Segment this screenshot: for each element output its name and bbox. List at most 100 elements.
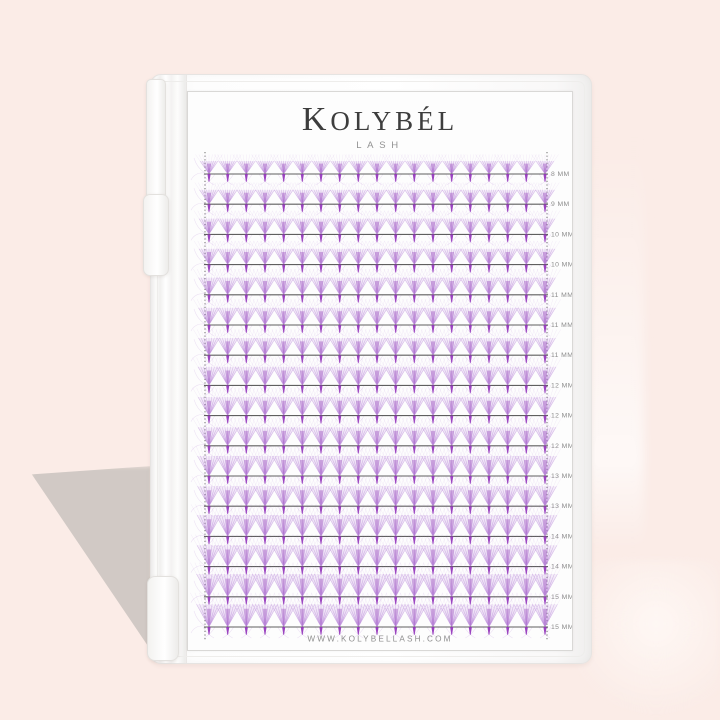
fan-cores — [206, 252, 548, 265]
fan-tail-texture — [190, 534, 564, 546]
fan-bodies — [198, 277, 556, 295]
lash-row: 11 MM — [190, 299, 572, 337]
lash-row: 9 MM — [190, 182, 570, 216]
fan-bodies — [198, 427, 556, 446]
tray-card: KOLYBÉL LASH 8 MM 9 MM 10 MM 10 MM 11 MM 11 M… — [187, 91, 573, 651]
lash-row: 14 MM — [190, 534, 572, 578]
fan-hairs — [198, 218, 556, 235]
row-size-label: 14 MM — [551, 564, 572, 571]
fan-cores — [206, 400, 548, 416]
fan-stems — [207, 476, 547, 484]
fan-bodies — [198, 366, 556, 386]
fan-tail-texture — [193, 210, 561, 219]
fan-tail-texture — [193, 329, 562, 339]
row-size-label: 11 MM — [551, 322, 572, 329]
fan-bodies — [199, 218, 555, 235]
fan-under-tails — [190, 278, 552, 307]
fan-tail-texture — [190, 592, 565, 605]
fan-stems — [207, 536, 547, 545]
row-size-label: 10 MM — [551, 262, 572, 269]
fan-bodies — [196, 574, 558, 597]
fan-under-tails — [190, 399, 552, 427]
row-size-label: 15 MM — [551, 594, 572, 601]
fan-under-tails — [190, 339, 552, 367]
fan-cores — [206, 460, 548, 476]
fan-bodies — [197, 515, 557, 537]
fan-hairs — [197, 486, 557, 507]
case-zip-pull — [143, 194, 169, 276]
row-size-label: 12 MM — [551, 382, 572, 389]
fan-tail-texture — [193, 268, 562, 278]
lash-row: 11 MM — [190, 329, 572, 367]
case-zip-slider-top — [146, 79, 166, 199]
fan-bodies — [200, 161, 554, 174]
fan-under-tails — [190, 429, 552, 458]
lash-row: 13 MM — [190, 476, 572, 518]
fan-tail-texture — [192, 387, 562, 398]
lash-row: 8 MM — [190, 154, 570, 186]
fan-stems — [207, 445, 547, 454]
fan-bodies — [196, 604, 558, 627]
fan-cores — [206, 578, 548, 597]
fan-hairs — [197, 396, 557, 416]
fan-tail-texture — [191, 476, 563, 487]
fan-stems — [207, 415, 547, 424]
row-size-label: 12 MM — [551, 413, 572, 420]
fan-cores — [206, 163, 548, 174]
case-inner-rim — [157, 81, 585, 657]
row-size-label: 14 MM — [551, 533, 572, 540]
light-reflection — [586, 140, 644, 550]
fan-hairs — [198, 337, 556, 356]
fan-hairs — [196, 514, 558, 537]
fan-stems — [207, 294, 547, 303]
fan-under-tails — [190, 550, 552, 578]
lash-row: 14 MM — [190, 504, 572, 548]
fan-hairs — [196, 545, 558, 567]
lash-row: 15 MM — [190, 562, 572, 609]
fan-hairs — [197, 427, 557, 446]
fan-bodies — [198, 307, 556, 325]
fan-bodies — [199, 189, 555, 205]
brand-logo: KOLYBÉL — [301, 101, 459, 138]
fan-stems — [207, 506, 547, 515]
lash-tray-svg: 8 MM 9 MM 10 MM 10 MM 11 MM 11 MM 11 MM 12 MM 12… — [190, 152, 572, 640]
fan-hairs — [199, 189, 555, 205]
fan-cores — [206, 192, 548, 205]
fan-under-tails — [190, 459, 552, 488]
fan-under-tails — [190, 520, 552, 548]
row-size-label: 9 MM — [551, 201, 570, 208]
fan-tail-texture — [190, 504, 564, 516]
fan-cores — [206, 549, 548, 567]
fan-under-tails — [190, 157, 552, 186]
fan-under-tails — [190, 580, 552, 609]
fan-under-tails — [190, 218, 552, 246]
fan-tail-texture — [192, 357, 562, 367]
fan-bodies — [199, 248, 555, 265]
fan-tail-texture — [190, 562, 565, 575]
fan-stems — [207, 596, 547, 605]
fan-under-tails — [190, 248, 552, 276]
fan-hairs — [199, 160, 555, 175]
fan-bodies — [198, 338, 556, 356]
row-size-label: 11 MM — [551, 292, 572, 299]
lash-row: 11 MM — [190, 268, 572, 307]
fan-hairs — [196, 604, 558, 628]
lash-row: 10 MM — [190, 240, 572, 276]
fan-tail-texture — [193, 240, 561, 249]
lash-row: 15 MM — [190, 592, 572, 639]
fan-tail-texture — [194, 182, 560, 190]
fan-cores — [206, 341, 548, 356]
row-size-label: 13 MM — [551, 473, 572, 480]
fan-under-tails — [190, 490, 552, 518]
fan-hairs — [198, 277, 556, 295]
lash-row: 13 MM — [190, 445, 572, 488]
fan-cores — [206, 490, 548, 507]
fan-tail-texture — [193, 299, 562, 308]
lash-row: 12 MM — [190, 387, 572, 427]
fan-bodies — [198, 397, 556, 416]
row-size-label: 8 MM — [551, 171, 570, 178]
fan-under-tails — [190, 369, 552, 397]
fan-stems — [207, 355, 547, 364]
fan-bodies — [197, 545, 557, 567]
